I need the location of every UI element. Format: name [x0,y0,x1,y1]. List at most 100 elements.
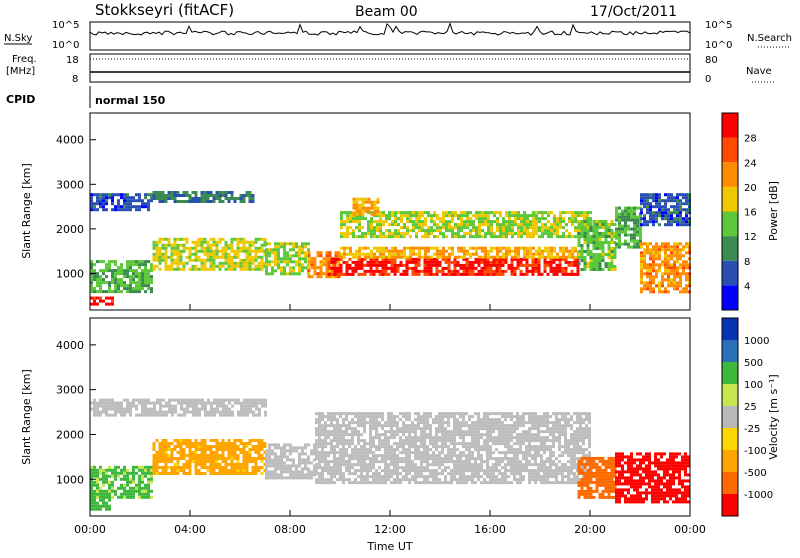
velocity-cell-1 [174,408,177,411]
power-cell-4 [189,268,192,271]
power-cell-9 [418,217,421,220]
velocity-cell-1 [108,399,111,402]
power-cell-8 [532,253,535,256]
power-cell-9 [553,232,556,235]
velocity-cell-3 [165,469,168,472]
power-cell-7 [352,273,355,276]
velocity-cell-3 [201,442,204,445]
velocity-cell-0 [102,493,105,496]
power-cell-13 [676,242,679,245]
velocity-cell-5 [393,442,396,445]
velocity-cell-5 [495,412,498,415]
velocity-cell-3 [234,448,237,451]
velocity-cell-5 [387,439,390,442]
power-cell-7 [382,264,385,267]
power-cell-10 [359,198,362,201]
power-cell-10 [371,201,374,204]
power-cell-6 [320,260,323,263]
velocity-cell-3 [201,457,204,460]
power-cell-6 [308,260,311,263]
power-cell-4 [216,253,219,256]
velocity-cell-5 [321,460,324,463]
power-cell-14 [640,193,643,196]
nsky-tick-bottom: 10^0 [52,40,79,51]
power-cell-7 [577,270,580,273]
velocity-cell-3 [198,457,201,460]
power-cell-4 [249,247,252,250]
power-cell-14 [676,193,679,196]
power-cell-8 [472,253,475,256]
velocity-cell-5 [348,424,351,427]
velocity-cell-5 [381,460,384,463]
power-cell-13 [652,260,655,263]
velocity-cell-5 [465,481,468,484]
velocity-cell-2 [102,496,105,499]
power-cell-13 [673,275,676,278]
velocity-cell-4 [304,476,307,479]
power-cell-13 [652,248,655,251]
velocity-cell-3 [255,439,258,442]
velocity-cell-5 [363,430,366,433]
power-cell-9 [520,220,523,223]
power-cell-5 [304,257,307,260]
velocity-cell-5 [366,466,369,469]
power-cell-4 [240,238,243,241]
power-cell-9 [406,214,409,217]
velocity-cell-3 [249,457,252,460]
power-cell-7 [550,267,553,270]
velocity-cell-5 [432,481,435,484]
velocity-cell-5 [495,457,498,460]
power-cell-2 [207,191,210,194]
velocity-cell-3 [228,451,231,454]
velocity-cell-2 [129,496,132,499]
power-cell-13 [655,269,658,272]
power-cell-2 [156,194,159,197]
power-cell-3 [108,263,111,266]
power-cell-9 [379,220,382,223]
power-cell-7 [562,273,565,276]
power-cell-7 [436,267,439,270]
power-cell-9 [379,229,382,232]
velocity-cell-5 [315,427,318,430]
velocity-cell-5 [417,427,420,430]
velocity-cell-5 [423,427,426,430]
power-cell-1 [126,199,129,202]
power-cell-7 [442,273,445,276]
power-cell-11 [602,235,605,238]
velocity-cell-5 [342,442,345,445]
power-cell-13 [676,248,679,251]
power-cell-8 [568,250,571,253]
velocity-cell-5 [324,466,327,469]
velocity-cell-5 [342,436,345,439]
power-cell-8 [523,256,526,259]
power-cell-7 [463,264,466,267]
velocity-cell-5 [402,460,405,463]
power-cell-4 [240,265,243,268]
velocity-cell-1 [183,411,186,414]
power-cell-7 [487,264,490,267]
power-cell-3 [114,263,117,266]
power-cell-14 [679,211,682,214]
power-cell-13 [649,266,652,269]
velocity-cell-5 [441,439,444,442]
power-cell-4 [231,259,234,262]
power-cell-4 [192,247,195,250]
power-cell-9 [547,214,550,217]
velocity-cell-5 [357,415,360,418]
power-cell-2 [204,197,207,200]
velocity-cell-0 [99,493,102,496]
velocity-cell-5 [324,481,327,484]
power-cell-9 [532,235,535,238]
velocity-cell-5 [483,445,486,448]
velocity-cell-3 [246,457,249,460]
power-cell-7 [355,270,358,273]
power-cell-7 [556,273,559,276]
velocity-cell-5 [486,454,489,457]
velocity-cell-5 [450,454,453,457]
velocity-cell-5 [429,436,432,439]
power-cell-9 [406,211,409,214]
velocity-cell-3 [159,451,162,454]
velocity-cell-1 [222,405,225,408]
power-cell-4 [219,262,222,265]
velocity-cell-5 [447,481,450,484]
